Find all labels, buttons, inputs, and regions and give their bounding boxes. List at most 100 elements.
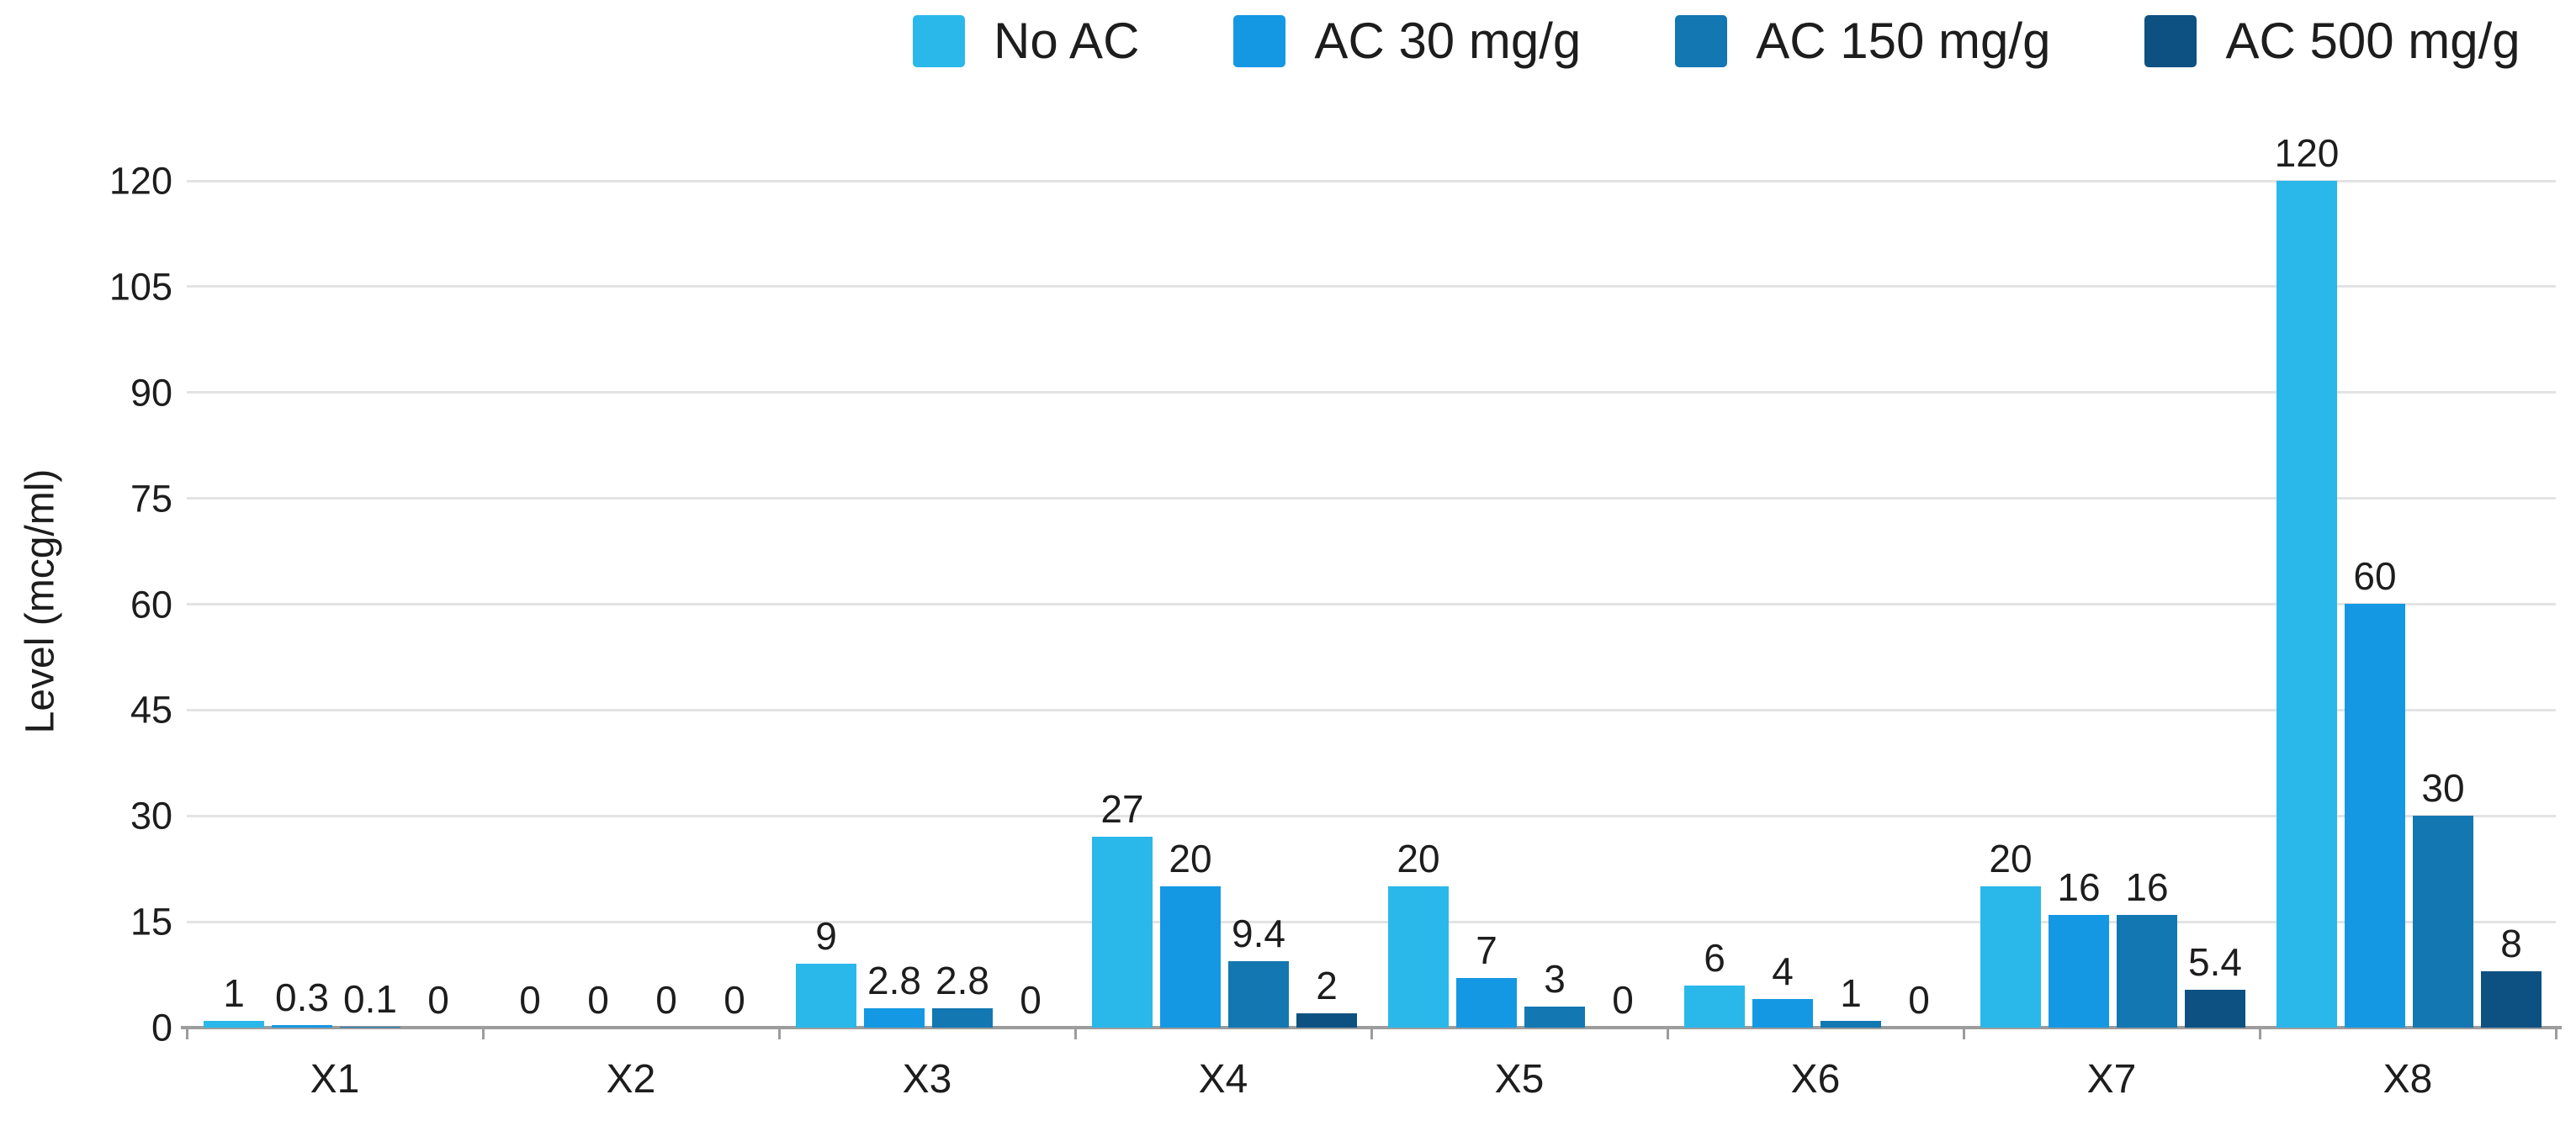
x-category-label-x6: X6 [1790, 1057, 1841, 1102]
bar-value-label-x6-ac-150-mg-g: 1 [1840, 971, 1862, 1015]
bar-value-label-x7-ac-150-mg-g: 16 [2125, 865, 2169, 909]
legend-item-no-ac: No AC [913, 15, 1139, 67]
bar-value-label-x1-ac-30-mg-g: 0.3 [275, 975, 329, 1019]
bar-value-label-x6-no-ac: 6 [1704, 936, 1725, 980]
bar-value-label-x8-ac-30-mg-g: 60 [2353, 554, 2397, 598]
legend-label-ac-500-mg-g: AC 500 mg/g [2225, 13, 2520, 69]
legend-swatch-ac-30-mg-g [1233, 15, 1286, 67]
y-tick-label-30: 30 [130, 794, 172, 838]
bar-x1-ac-30-mg-g [272, 1025, 332, 1028]
bar-x7-ac-30-mg-g [2049, 915, 2109, 1028]
gridline-30 [187, 814, 2556, 817]
legend-label-no-ac: No AC [994, 13, 1140, 69]
bar-x4-ac-30-mg-g [1160, 886, 1221, 1028]
gridline-120 [187, 179, 2556, 182]
axis-tick-mark [1666, 1029, 1669, 1039]
bar-value-label-x6-ac-500-mg-g: 0 [1908, 978, 1930, 1022]
legend-swatch-no-ac [913, 15, 965, 67]
y-tick-label-75: 75 [130, 477, 172, 521]
y-tick-label-45: 45 [130, 688, 172, 732]
axis-tick-mark [1073, 1029, 1077, 1039]
legend-item-ac-30-mg-g: AC 30 mg/g [1233, 15, 1581, 67]
gridline-105 [187, 285, 2556, 288]
bar-value-label-x7-ac-500-mg-g: 5.4 [2188, 940, 2242, 984]
bar-value-label-x3-no-ac: 9 [815, 914, 837, 958]
y-tick-label-0: 0 [151, 1006, 172, 1049]
bar-value-label-x8-ac-500-mg-g: 8 [2500, 922, 2522, 965]
bar-value-label-x5-no-ac: 20 [1397, 837, 1440, 880]
x-category-label-x7: X7 [2086, 1057, 2137, 1102]
bar-x5-ac-150-mg-g [1524, 1007, 1585, 1028]
x-category-label-x1: X1 [310, 1057, 360, 1102]
bar-value-label-x8-ac-150-mg-g: 30 [2421, 766, 2465, 810]
gridline-15 [187, 920, 2556, 923]
axis-tick-mark [1962, 1029, 1965, 1039]
bar-value-label-x5-ac-30-mg-g: 7 [1476, 928, 1497, 972]
x-category-label-x2: X2 [606, 1057, 656, 1102]
bar-value-label-x2-ac-500-mg-g: 0 [724, 978, 745, 1022]
gridline-75 [187, 497, 2556, 500]
bar-value-label-x5-ac-150-mg-g: 3 [1544, 957, 1566, 1001]
bar-x8-ac-150-mg-g [2413, 816, 2473, 1028]
bar-value-label-x2-ac-150-mg-g: 0 [655, 978, 677, 1022]
bar-x3-ac-150-mg-g [932, 1008, 993, 1028]
x-category-label-x4: X4 [1198, 1057, 1248, 1102]
bar-value-label-x4-ac-150-mg-g: 9.4 [1232, 912, 1285, 955]
bar-value-label-x7-no-ac: 20 [1989, 837, 2033, 880]
bar-x3-ac-30-mg-g [864, 1008, 925, 1028]
y-tick-label-90: 90 [130, 371, 172, 415]
x-category-label-x3: X3 [902, 1057, 952, 1102]
bar-x8-no-ac [2277, 181, 2337, 1028]
y-tick-label-120: 120 [109, 159, 172, 203]
bar-value-label-x2-ac-30-mg-g: 0 [587, 978, 609, 1022]
bar-x4-no-ac [1092, 837, 1153, 1028]
bar-x6-ac-30-mg-g [1752, 999, 1813, 1028]
x-category-label-x8: X8 [2383, 1057, 2433, 1102]
bar-x6-ac-150-mg-g [1821, 1021, 1881, 1028]
gridline-90 [187, 391, 2556, 394]
bar-value-label-x1-ac-150-mg-g: 0.1 [343, 977, 397, 1021]
bar-x7-ac-500-mg-g [2185, 990, 2245, 1028]
bar-x3-no-ac [796, 964, 856, 1028]
y-tick-label-60: 60 [130, 583, 172, 626]
bar-value-label-x4-ac-500-mg-g: 2 [1316, 964, 1338, 1007]
bar-value-label-x6-ac-30-mg-g: 4 [1772, 949, 1794, 993]
bar-x8-ac-500-mg-g [2481, 971, 2542, 1028]
bar-value-label-x2-no-ac: 0 [519, 978, 541, 1022]
bar-value-label-x4-ac-30-mg-g: 20 [1169, 837, 1212, 880]
bar-value-label-x1-no-ac: 1 [223, 971, 245, 1015]
chart-legend: No AC AC 30 mg/g AC 150 mg/g AC 500 mg/g [913, 15, 2520, 67]
axis-tick-mark [185, 1029, 188, 1039]
bar-value-label-x3-ac-500-mg-g: 0 [1020, 978, 1042, 1022]
x-axis-line [181, 1026, 2562, 1029]
bar-value-label-x5-ac-500-mg-g: 0 [1612, 978, 1634, 1022]
legend-label-ac-30-mg-g: AC 30 mg/g [1314, 13, 1582, 69]
bar-value-label-x4-no-ac: 27 [1100, 787, 1144, 831]
bar-value-label-x8-no-ac: 120 [2274, 131, 2340, 175]
bar-x5-ac-30-mg-g [1456, 978, 1517, 1028]
bar-value-label-x3-ac-150-mg-g: 2.8 [936, 959, 989, 1002]
axis-tick-mark [2554, 1029, 2557, 1039]
axis-tick-mark [481, 1029, 485, 1039]
bar-x7-no-ac [1980, 886, 2041, 1028]
bar-value-label-x1-ac-500-mg-g: 0 [427, 978, 449, 1022]
legend-swatch-ac-500-mg-g [2144, 15, 2197, 67]
bar-x1-no-ac [204, 1021, 264, 1028]
legend-item-ac-150-mg-g: AC 150 mg/g [1675, 15, 2050, 67]
legend-label-ac-150-mg-g: AC 150 mg/g [1756, 13, 2051, 69]
bar-x4-ac-500-mg-g [1296, 1013, 1357, 1028]
x-category-label-x5: X5 [1494, 1057, 1545, 1102]
axis-tick-mark [777, 1029, 781, 1039]
gridline-60 [187, 603, 2556, 605]
axis-tick-mark [2258, 1029, 2261, 1039]
legend-item-ac-500-mg-g: AC 500 mg/g [2144, 15, 2520, 67]
bar-x6-no-ac [1684, 986, 1745, 1028]
bar-x4-ac-150-mg-g [1228, 961, 1289, 1028]
y-tick-label-105: 105 [109, 265, 172, 309]
bar-value-label-x3-ac-30-mg-g: 2.8 [867, 959, 921, 1002]
bar-x1-ac-150-mg-g [340, 1027, 400, 1028]
legend-swatch-ac-150-mg-g [1675, 15, 1728, 67]
bar-x8-ac-30-mg-g [2345, 604, 2405, 1028]
